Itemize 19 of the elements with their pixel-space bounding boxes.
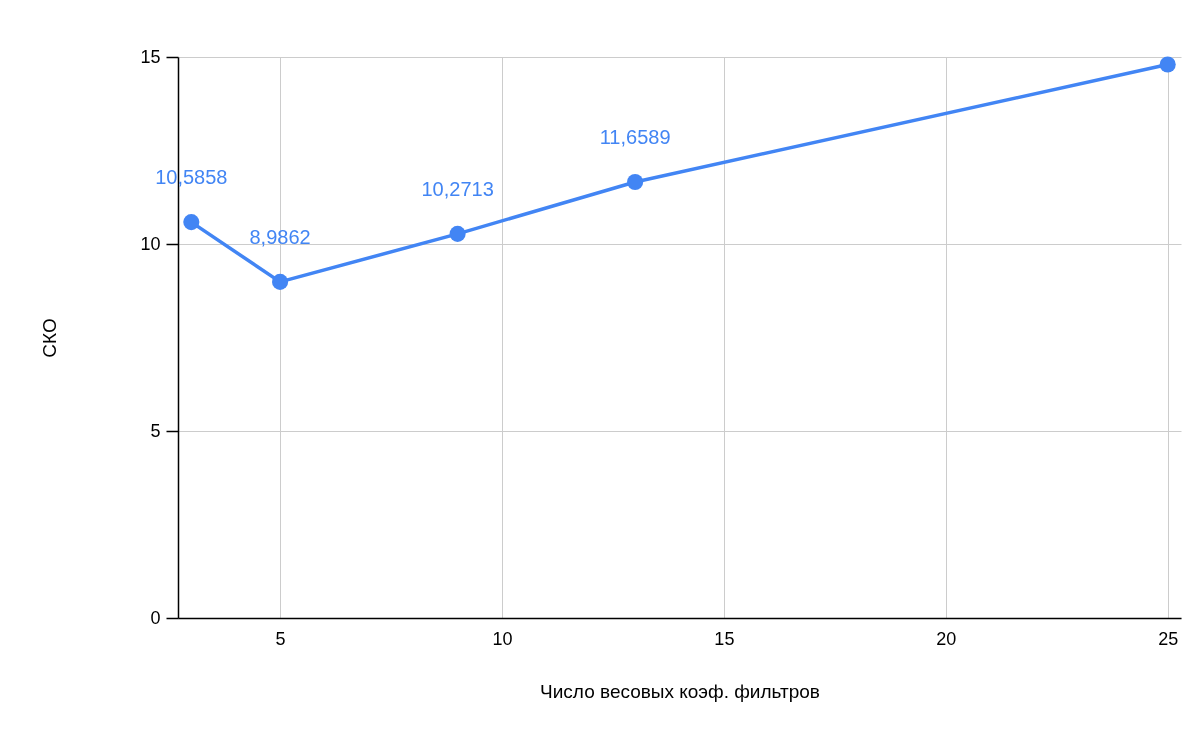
data-label: 10,2713	[421, 177, 494, 200]
point	[627, 173, 644, 190]
point	[449, 225, 466, 242]
data-label: 8,9862	[249, 225, 311, 248]
x-tick-label: 20	[936, 628, 957, 649]
point	[1159, 56, 1176, 73]
y-tick-label: 10	[140, 233, 161, 254]
point	[272, 273, 289, 290]
data-label: 11,6589	[599, 125, 671, 148]
point	[183, 214, 200, 231]
y-tick-label: 5	[150, 420, 161, 441]
x-tick-label: 25	[1158, 628, 1179, 649]
x-tick-label: 15	[714, 628, 735, 649]
x-tick-label: 5	[275, 628, 286, 649]
y-tick-label: 0	[150, 607, 161, 628]
x-tick-label: 10	[492, 628, 513, 649]
x-axis-title: Число весовых коэф. фильтров	[540, 680, 820, 702]
y-tick-label: 15	[140, 46, 161, 67]
y-axis-title: СКО	[39, 318, 61, 358]
